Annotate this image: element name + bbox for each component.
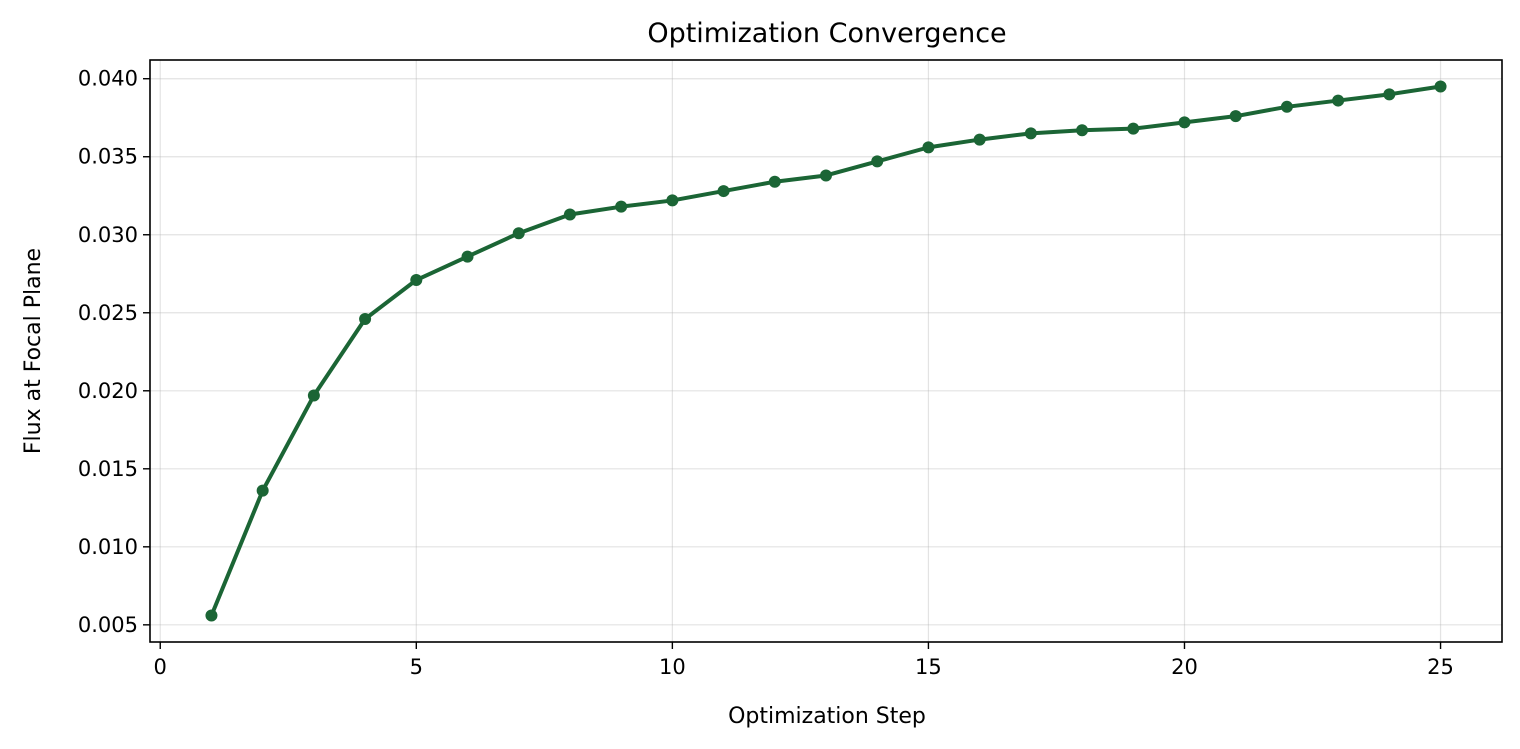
data-point [359,313,372,326]
data-point [922,141,935,154]
data-point [871,155,884,168]
y-tick-label: 0.005 [78,613,138,637]
y-tick-label: 0.025 [78,301,138,325]
data-point [205,609,218,622]
x-tick-label: 15 [915,655,942,679]
plot-frame [149,59,1503,643]
data-point [461,250,474,263]
grid-layer [150,60,1502,642]
x-tick-label: 0 [154,655,167,679]
ticks-layer: 0 5 10 15 20 25 0.005 0.010 0.015 0.020 0.025 0.030… [78,67,1454,679]
data-point [820,169,832,182]
data-point [1178,116,1191,129]
data-point [1229,110,1242,123]
data-point [410,274,423,287]
y-axis-label: Flux at Focal Plane [21,248,46,454]
data-point [1434,80,1447,93]
data-point [1332,94,1345,107]
data-point [1024,127,1037,140]
data-point [512,227,525,240]
data-point [1383,88,1396,101]
data-point [666,194,679,207]
data-point [615,200,628,213]
x-tick-label: 20 [1171,655,1198,679]
series-line [209,84,1443,618]
x-tick-label: 25 [1427,655,1454,679]
data-point [563,208,576,221]
y-tick-label: 0.010 [78,535,138,559]
y-tick-label: 0.020 [78,379,138,403]
y-tick-label: 0.030 [78,223,138,247]
data-point [1076,124,1089,137]
series-layer [205,80,1447,622]
y-tick-label: 0.040 [78,67,138,91]
chart-title: Optimization Convergence [647,18,1006,49]
x-axis-label: Optimization Step [728,704,926,729]
data-point [256,484,269,497]
x-tick-label: 10 [659,655,686,679]
data-point [717,185,730,198]
x-tick-label: 5 [410,655,423,679]
data-point [1280,100,1293,113]
data-point [768,175,781,188]
data-point [307,389,320,402]
y-tick-label: 0.015 [78,457,138,481]
data-point [1127,122,1140,135]
y-tick-label: 0.035 [78,145,138,169]
data-point [973,133,986,146]
